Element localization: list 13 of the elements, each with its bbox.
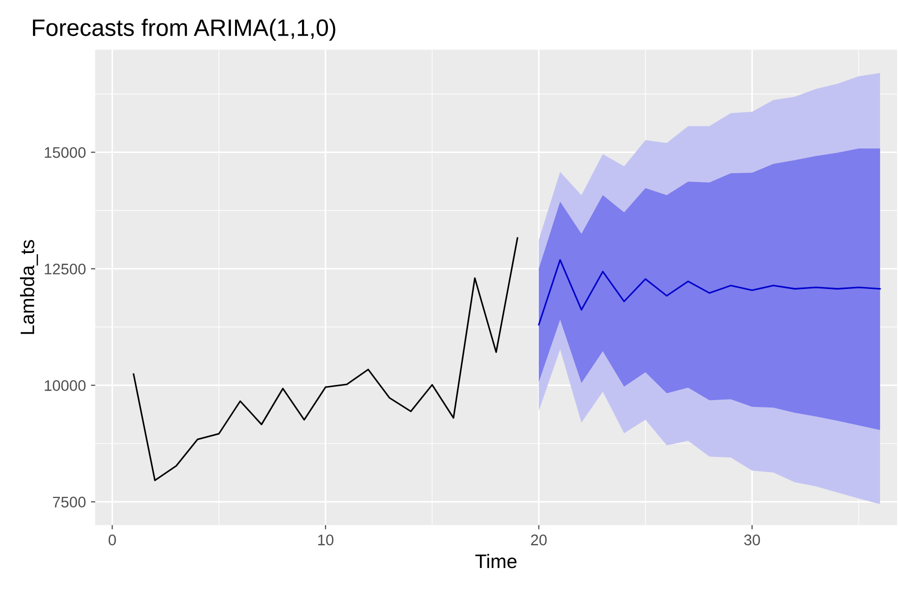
y-axis-title: Lambda_ts [20, 240, 38, 334]
y-tick-label: 7500 [52, 496, 86, 508]
y-tick-label: 10000 [44, 380, 86, 391]
y-tick-label: 12500 [44, 264, 86, 274]
chart-title: Forecasts from ARIMA(1,1,0) [32, 18, 336, 41]
x-tick-label: 20 [531, 534, 547, 546]
line-series [132, 237, 518, 482]
x-tick-label: 0 [108, 534, 116, 546]
x-axis-title: Time [475, 554, 517, 568]
x-tick-label: 30 [744, 534, 760, 546]
y-tick-label: 15000 [44, 147, 86, 158]
line-series [538, 259, 881, 326]
x-tick-label: 10 [318, 534, 334, 546]
